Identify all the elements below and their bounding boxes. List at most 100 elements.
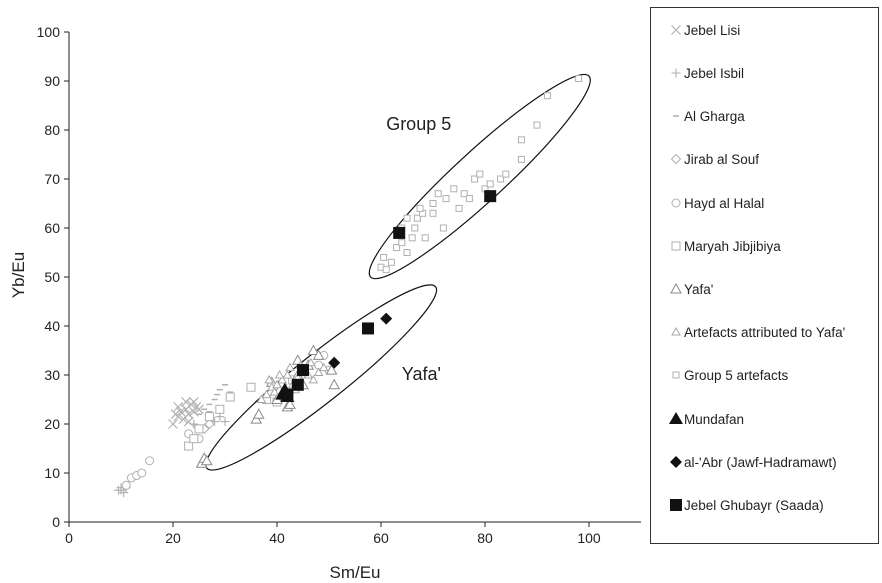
point-artefacts-attributed-to-yafa <box>305 357 316 367</box>
ellipse-yafa- <box>205 284 438 471</box>
legend-item-maryah-jibjibiya: Maryah Jibjibiya <box>669 238 781 254</box>
point-group-5-artefacts <box>497 175 505 183</box>
x-axis-label: Sm/Eu <box>329 563 380 582</box>
y-tick-label: 60 <box>44 220 60 236</box>
legend-marker <box>670 499 682 511</box>
point-jebel-lisi <box>181 397 191 407</box>
point-jebel-isbil <box>189 419 199 429</box>
point-maryah-jibjibiya <box>225 392 235 402</box>
y-tick-label: 0 <box>52 514 60 530</box>
point-group-5-artefacts <box>476 170 484 178</box>
point-artefacts-attributed-to-yafa <box>285 362 295 372</box>
legend-item-yafa: Yafa' <box>669 281 713 297</box>
legend-label: Mundafan <box>684 411 745 427</box>
legend-marker <box>670 282 682 294</box>
legend-marker-mundafan <box>669 412 683 424</box>
x-tick-label: 0 <box>65 530 73 546</box>
legend-label: Al Gharga <box>684 108 745 124</box>
point-group-5-artefacts <box>465 195 473 203</box>
point-jebel-lisi <box>173 401 184 412</box>
axes: 0 20 40 60 80 100 0 10 20 30 40 50 60 70 80 90 100 <box>37 24 641 546</box>
point-group-5-artefacts <box>411 224 419 232</box>
legend-marker <box>673 115 679 117</box>
point-jebel-lisi <box>168 419 178 429</box>
point-jebel-lisi <box>183 409 194 420</box>
point-jebel-ghubayr-saada <box>484 190 497 203</box>
legend-marker-group-5-artefacts <box>672 371 680 379</box>
point-group-5-artefacts <box>429 209 437 217</box>
y-tick-label: 100 <box>37 24 61 40</box>
point-group-5-artefacts <box>382 266 390 274</box>
y-tick-label: 10 <box>44 465 60 481</box>
point-artefacts-attributed-to-yafa <box>269 387 280 396</box>
point-hayd-al-halal <box>137 468 147 478</box>
legend-marker <box>669 412 683 424</box>
point-artefacts-attributed-to-yafa <box>313 367 324 377</box>
point-yafa <box>284 398 296 409</box>
point-group-5-artefacts <box>533 121 541 129</box>
point-jebel-ghubayr-saada <box>362 322 374 335</box>
point-artefacts-attributed-to-yafa <box>261 389 272 399</box>
y-tick-label: 40 <box>44 318 60 334</box>
point-artefacts-attributed-to-yafa <box>274 369 285 379</box>
point-group-5-artefacts <box>471 175 479 183</box>
legend-marker <box>670 153 682 165</box>
point-group-5-artefacts <box>413 214 421 222</box>
point-hayd-al-halal <box>121 480 131 490</box>
point-group-5-artefacts <box>403 249 411 256</box>
legend-item-group-5-artefacts: Group 5 artefacts <box>669 367 788 383</box>
y-tick-label: 50 <box>44 269 60 285</box>
point-maryah-jibjibiya <box>246 382 256 392</box>
legend-label: Yafa' <box>684 281 714 297</box>
point-maryah-jibjibiya <box>215 404 225 414</box>
point-group-5-artefacts <box>408 234 416 242</box>
legend-marker <box>671 198 681 208</box>
point-group-5-artefacts <box>429 200 437 207</box>
y-tick-label: 20 <box>44 416 60 432</box>
point-artefacts-attributed-to-yafa <box>264 374 275 384</box>
point-group-5-artefacts <box>393 244 401 252</box>
ellipse-group-5 <box>368 73 591 280</box>
point-group-5-artefacts <box>387 258 395 266</box>
point-group-5-artefacts <box>434 190 442 198</box>
point-artefacts-attributed-to-yafa <box>277 374 288 384</box>
legend-marker <box>671 68 681 78</box>
legend-item-jebel-isbil: Jebel Isbil <box>669 65 744 81</box>
y-axis-label: Yb/Eu <box>9 252 28 298</box>
legend-item-jebel-lisi: Jebel Lisi <box>669 22 740 38</box>
legend-label: Jirab al Souf <box>684 151 760 167</box>
legend-marker-jirab-al-souf <box>670 153 682 165</box>
point-yafa <box>200 454 213 466</box>
legend-marker-yafa <box>670 282 682 294</box>
point-yafa <box>325 364 338 375</box>
point-maryah-jibjibiya <box>189 434 199 444</box>
legend-marker-jebel-lisi <box>671 25 681 35</box>
point-group-5-artefacts <box>442 195 450 203</box>
point-maryah-jibjibiya <box>194 424 204 434</box>
point-maryah-jibjibiya <box>184 441 194 451</box>
point-group-5-artefacts <box>517 136 525 144</box>
point-group-5-artefacts <box>517 155 525 163</box>
legend-label: Jebel Lisi <box>684 22 741 38</box>
point-jebel-lisi <box>170 409 181 420</box>
scatter-chart: 0 20 40 60 80 100 0 10 20 30 40 50 60 70 80 90 100 Group… <box>9 24 641 582</box>
point-jebel-ghubayr-saada <box>393 226 406 239</box>
legend-marker-artefacts-attributed-to-yafa <box>671 326 681 336</box>
point-jebel-isbil <box>116 485 126 495</box>
legend-marker <box>671 326 681 336</box>
legend-marker-al-abr-jawf-hadramawt <box>670 456 682 468</box>
point-group-5-artefacts <box>502 170 510 178</box>
point-group-5-artefacts <box>455 204 463 212</box>
y-tick-label: 70 <box>44 171 60 187</box>
point-jebel-ghubayr-saada <box>281 388 294 401</box>
point-group-5-artefacts <box>486 180 494 188</box>
point-artefacts-attributed-to-yafa <box>318 362 329 372</box>
point-jebel-lisi <box>188 397 199 407</box>
legend-marker <box>671 241 681 251</box>
point-group-5-artefacts <box>450 185 458 193</box>
y-tick-label: 30 <box>44 367 60 383</box>
x-tick-label: 60 <box>373 530 389 546</box>
point-group-5-artefacts <box>421 234 429 242</box>
legend-item-jebel-ghubayr-saada: Jebel Ghubayr (Saada) <box>669 497 824 513</box>
point-jebel-ghubayr-saada <box>297 364 309 377</box>
